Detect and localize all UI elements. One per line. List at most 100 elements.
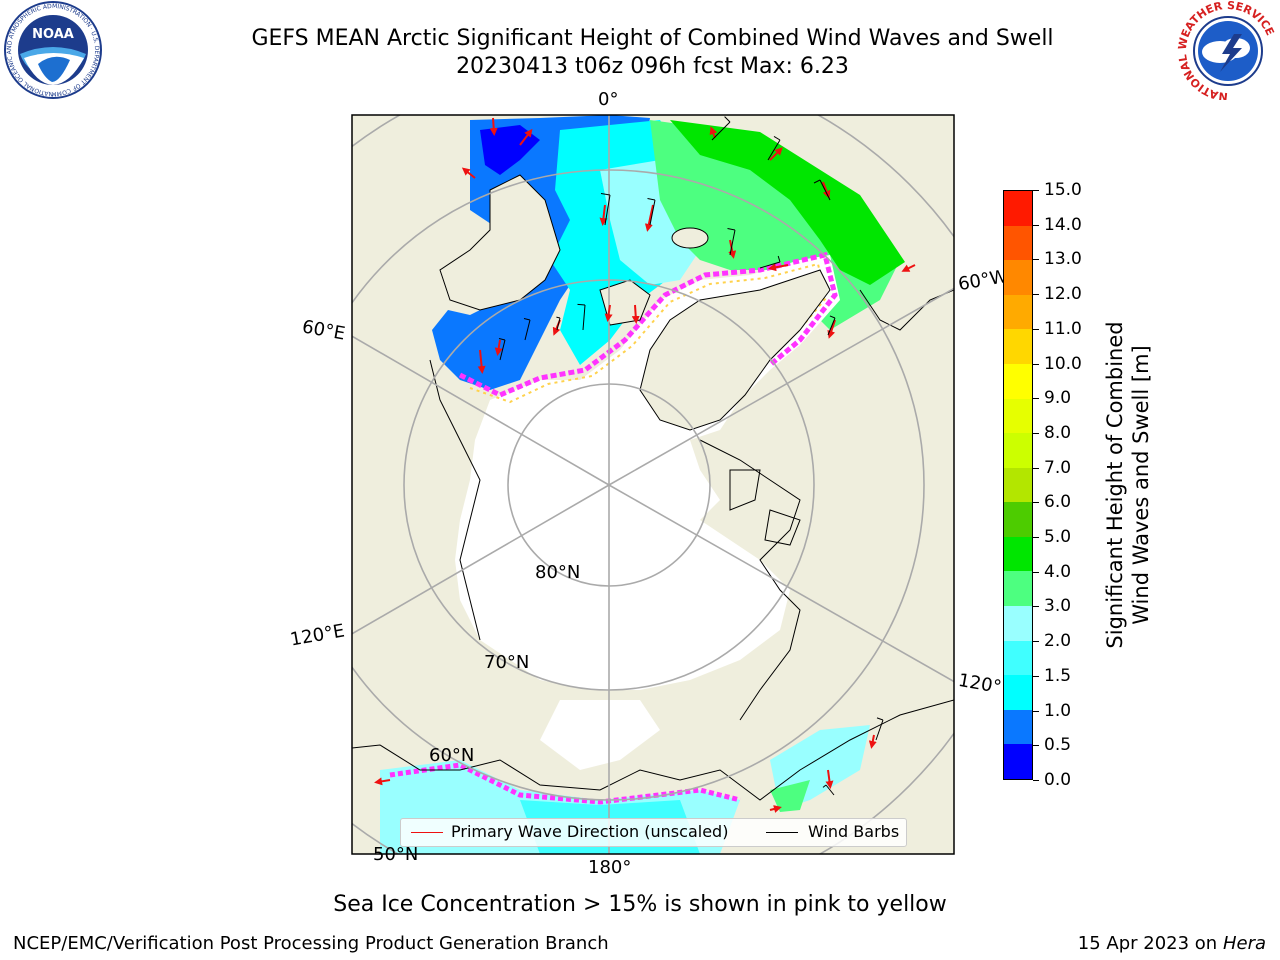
colorbar-tick-label: 2.0 <box>1044 631 1072 652</box>
wave-arrow <box>519 128 533 146</box>
wave-arrow <box>901 264 916 272</box>
wave-arrow <box>374 777 391 786</box>
colorbar-segment <box>1004 294 1032 330</box>
lon-label-180: 180° <box>588 857 632 878</box>
wave-arrow <box>825 769 834 789</box>
colorbar-tick-label: 3.0 <box>1044 596 1072 617</box>
colorbar-segment <box>1004 363 1032 399</box>
wind-barb <box>767 135 781 161</box>
colorbar-tick-label: 15.0 <box>1044 180 1082 200</box>
wave-arrow <box>644 204 654 232</box>
colorbar-tick-label: 11.0 <box>1044 318 1082 339</box>
colorbar-tick <box>1033 224 1039 226</box>
colorbar-label-line2: Wind Waves and Swell [m] <box>1129 345 1153 625</box>
legend-wave-line <box>411 832 443 833</box>
wind-barb <box>556 316 561 331</box>
colorbar-tick-label: 14.0 <box>1044 214 1082 235</box>
wind-barb <box>875 717 884 741</box>
wave-arrow <box>489 117 498 136</box>
credit-text: NCEP/EMC/Verification Post Processing Pr… <box>13 933 609 954</box>
wind-barb <box>498 338 506 361</box>
colorbar-segment <box>1004 743 1032 779</box>
colorbar-tick <box>1033 641 1039 643</box>
wave-arrow <box>494 339 503 356</box>
sea-ice-lower <box>540 700 660 770</box>
colorbar-tick-label: 7.0 <box>1044 457 1072 478</box>
colorbar-segment <box>1004 709 1032 745</box>
colorbar-segment <box>1004 536 1032 572</box>
wind-barbs <box>498 116 884 796</box>
wave-arrow <box>868 734 877 749</box>
wave-arrow <box>461 167 476 179</box>
colorbar-segment <box>1004 432 1032 468</box>
wave-arrow <box>604 304 613 322</box>
colorbar-tick <box>1033 502 1039 504</box>
colorbar-tick <box>1033 190 1039 191</box>
pacific-ice-edge <box>389 762 741 805</box>
wind-barb <box>523 318 531 341</box>
colorbar-tick-label: 4.0 <box>1044 561 1072 582</box>
lat-label-50: 50°N <box>373 844 419 865</box>
colorbar-segment <box>1004 328 1032 364</box>
colorbar-tick-label: 13.0 <box>1044 249 1082 270</box>
colorbar-tick <box>1033 259 1039 261</box>
wind-barb <box>813 179 831 201</box>
nws-logo: NATIONAL WEATHER SERVICE <box>1176 0 1280 103</box>
colorbar-tick-label: 1.0 <box>1044 700 1072 721</box>
colorbar-tick-label: 8.0 <box>1044 422 1072 443</box>
colorbar-tick <box>1033 294 1039 296</box>
colorbar-tick <box>1033 432 1039 434</box>
colorbar-segment <box>1004 225 1032 261</box>
wind-barb <box>600 193 611 226</box>
colorbar-tick-label: 12.0 <box>1044 284 1082 305</box>
colorbar-tick <box>1033 363 1039 365</box>
date-machine: Hera <box>1222 933 1266 954</box>
ocean-bright-green-region <box>670 120 905 285</box>
wave-arrow <box>768 263 789 272</box>
lat-label-80: 80°N <box>535 562 581 583</box>
colorbar-tick <box>1033 537 1039 539</box>
colorbar-tick <box>1033 467 1039 469</box>
lat-label-70: 70°N <box>484 652 530 673</box>
wind-barb <box>577 303 586 331</box>
colorbar-segment <box>1004 640 1032 676</box>
ice-edge-pink <box>458 252 838 398</box>
colorbar-tick-label: 9.0 <box>1044 388 1072 409</box>
colorbar-segment <box>1004 398 1032 434</box>
wind-barb <box>822 784 835 796</box>
chart-subtitle: 20230413 t06z 096h fcst Max: 6.23 <box>456 54 849 79</box>
svg-text:NOAA: NOAA <box>32 27 74 42</box>
legend-barb-line <box>766 832 798 833</box>
colorbar-label: Significant Height of Combined Wind Wave… <box>1102 321 1154 648</box>
wind-barb <box>711 116 731 141</box>
colorbar-tick-label: 10.0 <box>1044 353 1082 374</box>
greenland-land <box>639 269 831 431</box>
wave-direction-arrows <box>374 117 916 813</box>
colorbar-segment <box>1004 259 1032 295</box>
wave-arrow <box>599 204 608 226</box>
colorbar <box>1003 190 1033 780</box>
graticule <box>352 115 954 854</box>
colorbar-tick-label: 1.5 <box>1044 665 1072 686</box>
wind-barb <box>727 228 736 256</box>
wave-arrow <box>477 349 486 374</box>
colorbar-tick <box>1033 780 1039 781</box>
colorbar-tick <box>1033 398 1039 400</box>
colorbar-tick <box>1033 606 1039 608</box>
colorbar-tick-label: 6.0 <box>1044 492 1072 513</box>
colorbar-segment <box>1004 501 1032 537</box>
wind-barb <box>759 255 781 269</box>
wave-arrow <box>769 147 783 161</box>
date-text: 15 Apr 2023 on Hera <box>1078 933 1266 954</box>
colorbar-segment <box>1004 605 1032 641</box>
colorbar-segment <box>1004 467 1032 503</box>
lon-label-0: 0° <box>598 89 619 110</box>
colorbar-tick <box>1033 675 1039 677</box>
ice-edge-yellow <box>469 262 828 404</box>
wave-arrow <box>822 181 831 199</box>
colorbar-segment <box>1004 674 1032 710</box>
date-prefix: 15 Apr 2023 on <box>1077 933 1223 954</box>
ocean-green-region <box>650 120 900 330</box>
wave-arrow <box>827 319 836 339</box>
